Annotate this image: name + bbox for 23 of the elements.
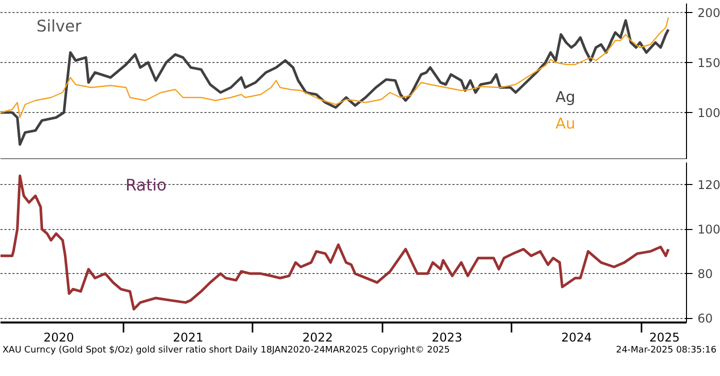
y-tick-label: 200: [698, 6, 720, 20]
line-series: [0, 174, 670, 310]
y-tick-label: 80: [698, 267, 713, 282]
x-tick-label: 2021: [172, 330, 204, 344]
text: Au: [556, 114, 576, 133]
text: Silver: [36, 16, 82, 36]
x-tick-label: 2020: [43, 330, 74, 344]
x-tick-label: 2023: [432, 330, 462, 344]
y-tick-label: 100: [698, 222, 720, 237]
text: XAU Curncy (Gold Spot $/Oz) gold silver ratio short Daily 18JAN2020-24MAR2025: [2, 346, 368, 356]
text: Copyright© 2025: [371, 346, 450, 356]
text: 24-Mar-2025 08:35:16: [616, 346, 717, 356]
y-tick-label: 100: [698, 106, 720, 120]
y-tick-label: 60: [698, 312, 713, 326]
line-series: [0, 16, 669, 118]
text: Ratio: [126, 176, 167, 194]
series-label: Ag: [556, 88, 576, 106]
y-tick-label: 150: [698, 56, 720, 70]
x-tick-label: 2025: [649, 330, 680, 344]
y-tick-label: 120: [698, 178, 720, 192]
x-tick-label: 2024: [561, 330, 592, 344]
line-series: [0, 19, 670, 146]
x-tick-label: 2022: [302, 330, 333, 344]
